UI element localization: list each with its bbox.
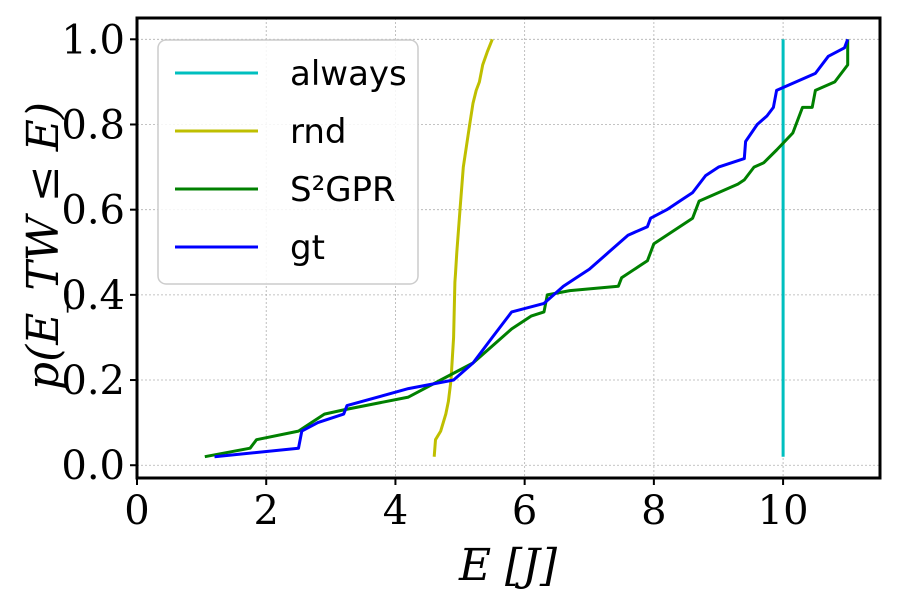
y-tick-label: 0.0 [61, 443, 125, 489]
series-line-3 [214, 38, 850, 459]
legend-label-2: S²GPR [290, 170, 396, 210]
y-axis-ticks: 0.0 0.2 0.4 0.6 0.8 1.0 [61, 17, 137, 489]
legend-label-3: gt [290, 228, 325, 268]
legend-label-0: always [290, 54, 407, 94]
x-tick-label: 2 [253, 488, 278, 534]
y-tick-label: 0.4 [61, 273, 125, 319]
series-lines [204, 38, 850, 459]
series-line-1 [432, 38, 494, 457]
x-axis-label: E [J] [458, 540, 558, 591]
y-tick-label: 1.0 [61, 17, 125, 63]
legend: always rnd S²GPR gt [157, 39, 419, 285]
y-axis-label-text: p(E_TW ≤ E) [18, 102, 69, 390]
series-line-2 [204, 39, 850, 459]
x-axis-label-text: E [J] [458, 540, 558, 591]
x-axis-ticks: 0 2 4 6 8 10 [124, 478, 809, 534]
y-tick-label: 0.2 [61, 358, 125, 404]
y-axis-label: p(E_TW ≤ E) [18, 102, 69, 390]
x-tick-label: 10 [758, 488, 809, 534]
y-tick-label: 0.8 [61, 102, 125, 148]
legend-box [157, 39, 419, 285]
x-tick-label: 8 [641, 488, 666, 534]
x-tick-label: 6 [512, 488, 537, 534]
plot-frame [135, 16, 882, 480]
y-tick-label: 0.6 [61, 188, 125, 234]
x-tick-label: 0 [124, 488, 149, 534]
legend-label-1: rnd [290, 112, 347, 152]
x-tick-label: 4 [383, 488, 408, 534]
